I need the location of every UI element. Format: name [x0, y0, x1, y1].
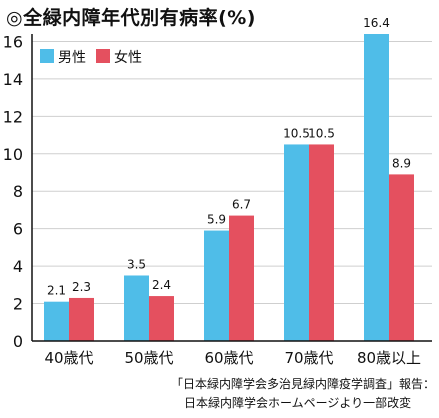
y-tick-label: 12: [3, 107, 23, 126]
bar-female: [389, 174, 414, 341]
data-label: 10.5: [283, 126, 310, 140]
data-label: 2.3: [72, 280, 91, 294]
data-label: 6.7: [232, 198, 251, 212]
bar-female: [229, 215, 254, 341]
x-tick-label: 60歳代: [204, 349, 253, 367]
x-tick-label: 80歳以上: [357, 349, 421, 367]
data-label: 16.4: [363, 16, 390, 30]
data-label: 10.5: [308, 126, 335, 140]
legend-swatch-female: [96, 49, 110, 63]
y-tick-label: 8: [13, 182, 23, 201]
y-tick-label: 4: [13, 257, 23, 276]
x-tick-label: 50歳代: [124, 349, 173, 367]
data-label: 2.4: [152, 278, 171, 292]
y-tick-label: 6: [13, 220, 23, 239]
y-tick-label: 14: [3, 70, 23, 89]
y-tick-label: 16: [3, 32, 23, 51]
y-tick-label: 2: [13, 295, 23, 314]
x-tick-label: 70歳代: [284, 349, 333, 367]
data-label: 3.5: [127, 257, 146, 271]
y-tick-label: 10: [3, 145, 23, 164]
legend-label-female: 女性: [114, 49, 142, 66]
bar-male: [204, 230, 229, 341]
chart-title: ◎全緑内障年代別有病率(%): [6, 7, 256, 29]
source-note-line1: 「日本緑内障学会多治見緑内障疫学調査」報告：: [171, 377, 436, 391]
bar-male: [124, 275, 149, 341]
y-tick-label: 0: [13, 332, 23, 351]
bar-male: [284, 144, 309, 341]
x-tick-label: 40歳代: [44, 349, 93, 367]
data-label: 5.9: [207, 213, 226, 227]
bar-female: [309, 144, 334, 341]
legend-label-male: 男性: [58, 50, 86, 66]
source-note-line2: 日本緑内障学会ホームページより一部改変: [184, 396, 412, 410]
bar-female: [69, 297, 94, 341]
bar-male: [44, 301, 69, 341]
data-label: 8.9: [392, 156, 411, 170]
legend-swatch-male: [40, 49, 54, 63]
data-label: 2.1: [47, 284, 66, 298]
bar-male: [364, 34, 389, 341]
bar-female: [149, 296, 174, 341]
